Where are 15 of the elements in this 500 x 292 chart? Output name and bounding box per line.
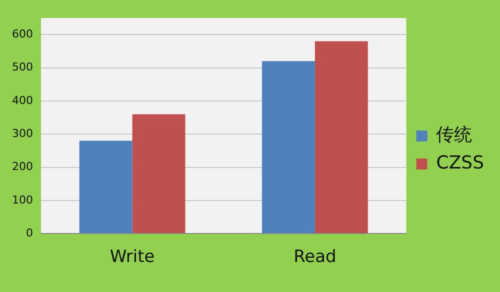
legend-label: CZSS xyxy=(436,152,484,174)
bar xyxy=(262,61,315,234)
bar xyxy=(314,41,368,234)
x-tick-label: Read xyxy=(294,247,336,268)
y-tick-label: 100 xyxy=(12,193,33,206)
y-tick-label: 500 xyxy=(12,60,33,74)
y-tick-label: 0 xyxy=(26,226,33,240)
y-tick-label: 200 xyxy=(12,160,33,174)
bar xyxy=(132,114,186,234)
y-tick-label: 600 xyxy=(12,27,33,40)
y-tick-label: 400 xyxy=(12,94,33,107)
x-tick-label: Write xyxy=(110,247,155,268)
bar xyxy=(79,140,132,234)
y-tick-label: 300 xyxy=(12,126,33,140)
legend-label: 传统 xyxy=(436,124,472,146)
